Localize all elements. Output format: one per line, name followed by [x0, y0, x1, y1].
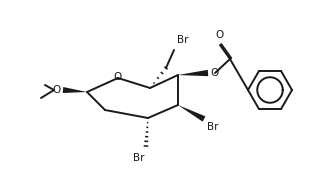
Text: O: O: [33, 91, 34, 92]
Text: Methoxy: Methoxy: [43, 83, 49, 84]
Text: Br: Br: [177, 35, 188, 45]
Polygon shape: [63, 87, 87, 93]
Polygon shape: [178, 70, 208, 76]
Text: O: O: [215, 30, 223, 40]
Polygon shape: [178, 105, 205, 122]
Text: Br: Br: [207, 122, 218, 132]
Text: O: O: [210, 68, 218, 78]
Text: O: O: [113, 72, 121, 82]
Text: O: O: [53, 85, 61, 95]
Text: Br: Br: [133, 153, 145, 163]
